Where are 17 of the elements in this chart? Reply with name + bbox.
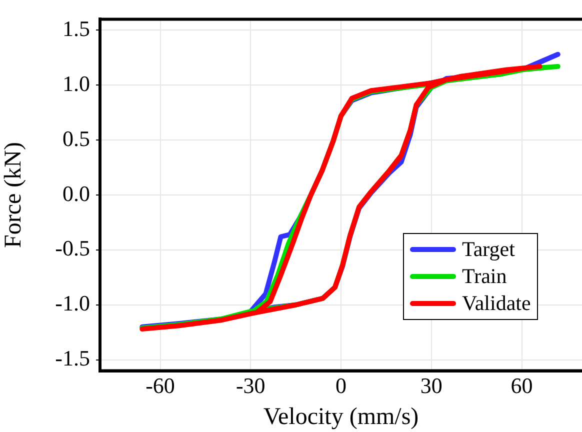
y-tick-label: -0.5: [55, 236, 90, 261]
legend-label: Target: [462, 236, 515, 263]
y-tick-label: -1.5: [55, 346, 90, 371]
y-tick-label: -1.0: [55, 290, 90, 316]
legend-label: Train: [462, 263, 507, 290]
x-axis-title: Velocity (mm/s): [263, 404, 419, 430]
x-tick-label: -60: [146, 372, 175, 398]
x-tick-label: 0: [336, 372, 346, 398]
y-tick-label: 0.5: [62, 126, 90, 151]
y-tick-label: 1.5: [62, 16, 90, 41]
x-tick-label: 30: [420, 372, 442, 398]
x-tick-label: 60: [510, 372, 533, 398]
y-tick-label: 1.0: [62, 70, 90, 96]
y-axis-title: Force (kN): [0, 142, 27, 248]
legend-label: Validate: [462, 290, 531, 317]
y-tick-label: 0.0: [62, 180, 90, 206]
x-tick-label: -30: [236, 372, 266, 398]
